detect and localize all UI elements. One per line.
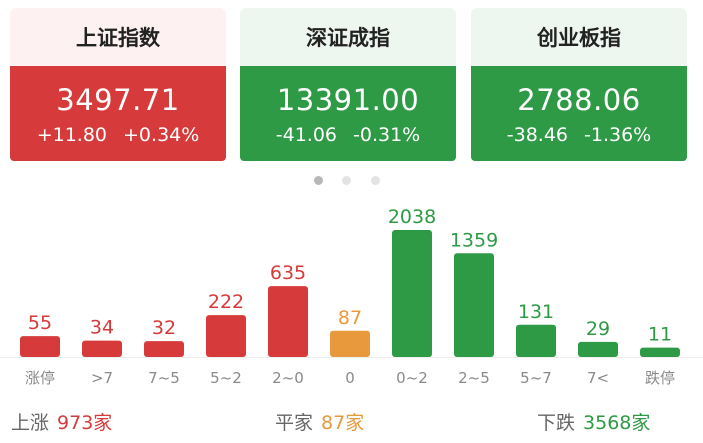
x-tick-label: 涨停 [25,369,55,387]
bar-value-label: 131 [518,301,554,323]
index-quote: 2788.06 -38.46 -1.36% [471,66,687,161]
index-change-row: -38.46 -1.36% [507,124,651,146]
index-name: 深证成指 [240,8,456,66]
index-card-shenzhen[interactable]: 深证成指 13391.00 -41.06 -0.31% [240,8,456,161]
summary-flat-label: 平家 [275,412,314,434]
index-cards: 上证指数 3497.71 +11.80 +0.34% 深证成指 13391.00 … [0,0,703,165]
bar[interactable] [206,315,246,357]
x-tick-label: 跌停 [645,369,675,387]
bar-value-label: 34 [90,317,114,339]
bar[interactable] [392,230,432,357]
bar-value-label: 87 [338,307,362,329]
bar-value-label: 1359 [450,229,498,251]
index-value: 2788.06 [517,82,641,117]
summary-flat: 平家 87家 [275,408,364,435]
x-tick-label: 0~2 [396,369,428,387]
index-change-row: -41.06 -0.31% [276,124,420,146]
x-tick-label: 2~0 [272,369,304,387]
pager-dot[interactable] [314,176,323,185]
summary-up-label: 上涨 [11,412,50,434]
summary-up-value: 973家 [57,412,113,434]
index-card-chinext[interactable]: 创业板指 2788.06 -38.46 -1.36% [471,8,687,161]
pager-dot[interactable] [371,176,380,185]
x-tick-label: 5~7 [520,369,552,387]
bar-value-label: 11 [648,324,672,346]
bar[interactable] [640,347,680,357]
summary-flat-value: 87家 [321,412,365,434]
index-change-pct: -0.31% [353,123,421,146]
bar-value-label: 29 [586,318,610,340]
index-change-row: +11.80 +0.34% [37,124,200,146]
index-change-pct: +0.34% [123,123,200,146]
bar-value-label: 32 [152,317,176,339]
index-change: +11.80 [36,123,108,146]
x-tick-label: 0 [345,369,355,387]
x-tick-label: 2~5 [458,369,490,387]
bar-value-label: 222 [208,291,244,313]
market-breadth-summary: 上涨 973家 平家 87家 下跌 3568家 [0,404,703,440]
x-tick-label: >7 [91,369,113,387]
summary-down: 下跌 3568家 [537,408,650,435]
bar[interactable] [454,253,494,357]
index-name: 上证指数 [10,8,226,66]
bar[interactable] [578,341,618,357]
bar[interactable] [516,324,556,357]
summary-up: 上涨 973家 [11,408,112,435]
bar[interactable] [144,341,184,357]
x-tick-label: 7< [587,369,609,387]
pager-dot[interactable] [342,176,351,185]
bar[interactable] [268,286,308,357]
index-card-shanghai[interactable]: 上证指数 3497.71 +11.80 +0.34% [10,8,226,161]
bar[interactable] [82,340,122,357]
bar-value-label: 55 [28,312,52,334]
bar[interactable] [330,330,370,357]
x-tick-label: 7~5 [148,369,180,387]
bar[interactable] [20,336,60,357]
x-tick-label: 5~2 [210,369,242,387]
index-name: 创业板指 [471,8,687,66]
index-value: 13391.00 [276,82,420,117]
bar-value-label: 2038 [388,206,436,228]
index-value: 3497.71 [56,82,180,117]
index-change: -41.06 [275,123,338,146]
index-quote: 3497.71 +11.80 +0.34% [10,66,226,161]
carousel-pager [0,176,703,188]
summary-down-value: 3568家 [583,412,651,434]
index-change: -38.46 [506,123,569,146]
price-change-distribution-chart: 55 涨停 34 >7 32 7~5 222 5~2 635 2~0 87 0 2038 0~2 1359 2… [0,206,703,387]
index-quote: 13391.00 -41.06 -0.31% [240,66,456,161]
summary-down-label: 下跌 [537,412,576,434]
index-change-pct: -1.36% [584,123,652,146]
bar-value-label: 635 [270,262,306,284]
